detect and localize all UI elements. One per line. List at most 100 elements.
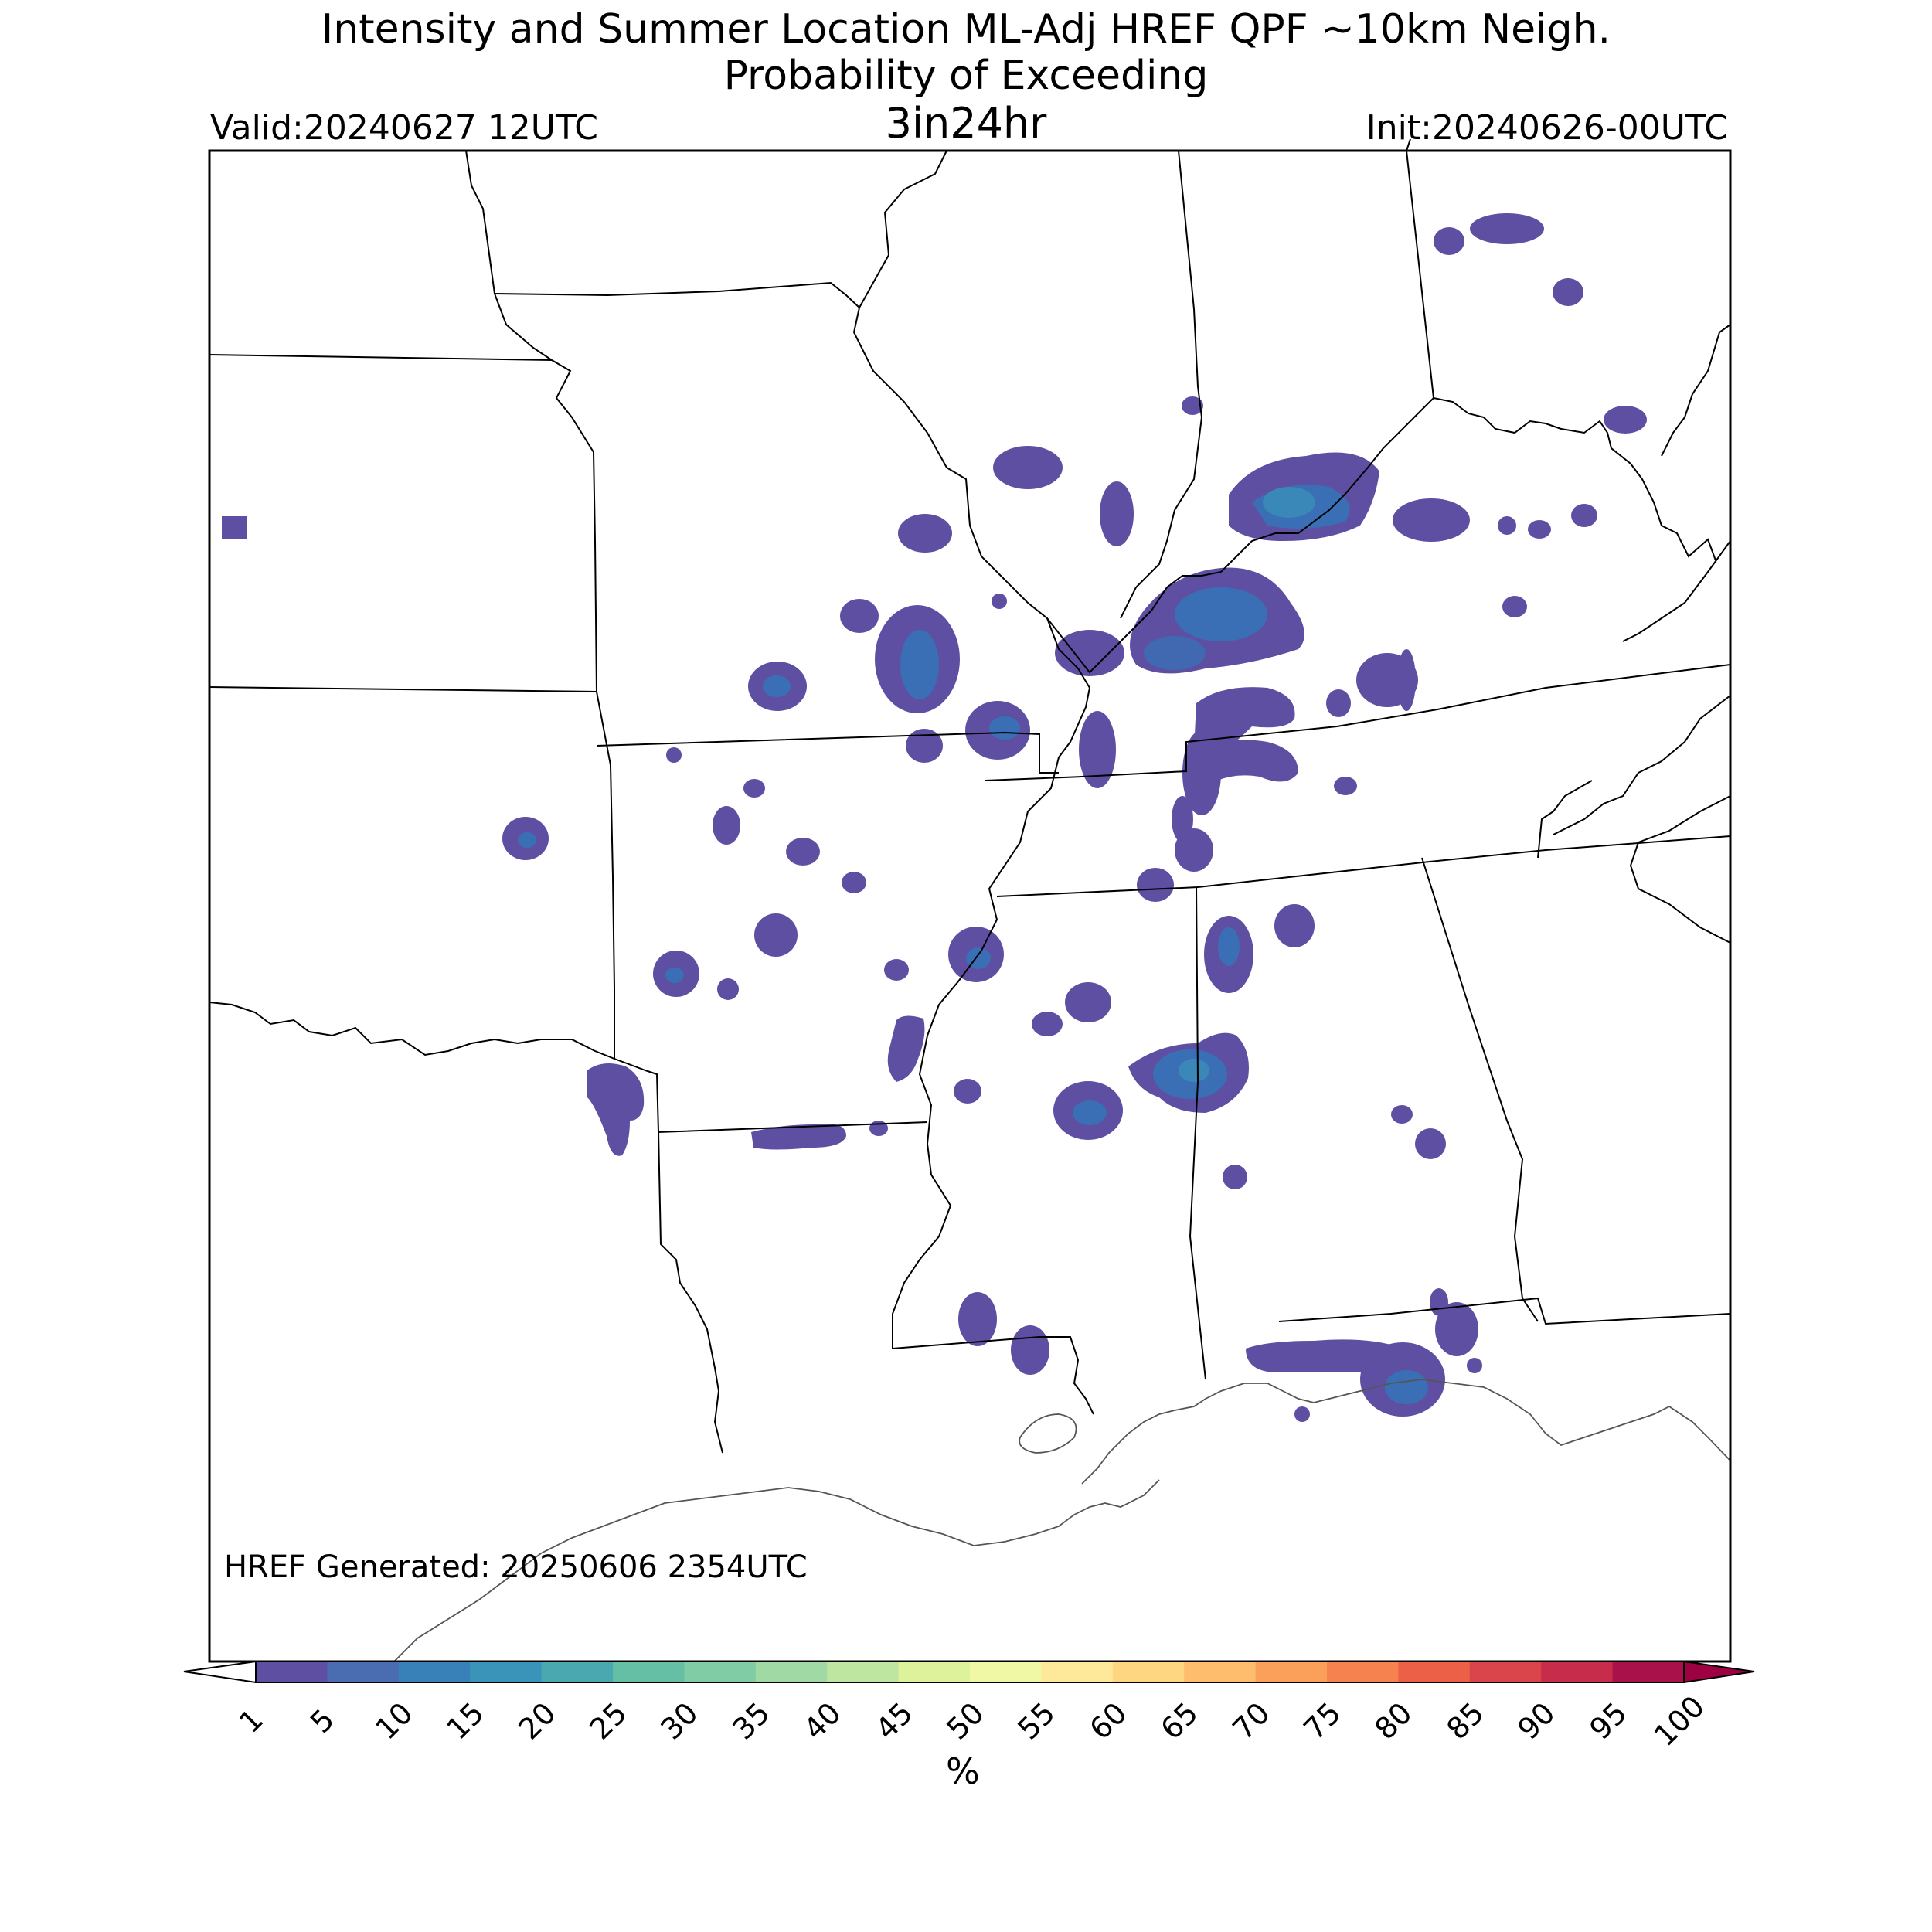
init-time: Init:20240626-00UTC bbox=[1366, 108, 1728, 148]
prob-area bbox=[954, 1079, 981, 1104]
state-border bbox=[1406, 138, 1411, 151]
generated-time: HREF Generated: 20250606 2354UTC bbox=[224, 1549, 808, 1585]
prob-area bbox=[887, 1015, 925, 1082]
state-border bbox=[1406, 150, 1434, 399]
colorbar-unit: % bbox=[946, 1750, 980, 1792]
state-border bbox=[852, 150, 1091, 1349]
prob-area bbox=[665, 968, 684, 983]
prob-area bbox=[666, 747, 682, 763]
colorbar-segment bbox=[256, 1662, 328, 1682]
prob-area bbox=[958, 1292, 997, 1346]
prob-area bbox=[1079, 711, 1116, 788]
chart-title: Intensity and Summer Location ML-Adj HRE… bbox=[321, 6, 1611, 53]
prob-area bbox=[1032, 1012, 1063, 1036]
state-border bbox=[596, 731, 1059, 774]
chart-subtitle: Probability of Exceeding bbox=[723, 53, 1209, 99]
prob-area bbox=[1175, 587, 1267, 641]
colorbar-segment bbox=[1541, 1662, 1614, 1682]
prob-area bbox=[1263, 487, 1315, 518]
state-border bbox=[1553, 695, 1731, 835]
coastline bbox=[393, 1379, 1731, 1662]
coast-line bbox=[393, 1479, 1160, 1662]
state-border bbox=[1120, 150, 1203, 619]
prob-area bbox=[1274, 904, 1315, 947]
prob-area bbox=[1144, 636, 1206, 670]
prob-area bbox=[1434, 227, 1464, 255]
state-border bbox=[1097, 397, 1434, 665]
state-border bbox=[892, 1336, 1094, 1415]
prob-area bbox=[1571, 504, 1597, 527]
prob-area bbox=[1393, 498, 1470, 542]
prob-area bbox=[1326, 689, 1351, 717]
prob-area bbox=[993, 446, 1063, 489]
colorbar-segment bbox=[1112, 1662, 1185, 1682]
prob-area bbox=[1498, 516, 1516, 535]
state-border bbox=[645, 1070, 928, 1134]
colorbar-segment bbox=[470, 1662, 543, 1682]
state-border bbox=[1433, 397, 1716, 561]
state-border bbox=[996, 835, 1731, 897]
prob-area bbox=[1397, 649, 1416, 711]
colorbar-segment bbox=[898, 1662, 971, 1682]
prob-area bbox=[1470, 213, 1544, 244]
prob-area bbox=[840, 599, 879, 633]
prob-area bbox=[1294, 1406, 1310, 1422]
state-border bbox=[465, 150, 553, 361]
state-border bbox=[209, 1002, 646, 1071]
prob-area bbox=[1467, 1358, 1482, 1373]
prob-area bbox=[1172, 796, 1193, 842]
state-border bbox=[1629, 795, 1731, 944]
prob-area bbox=[898, 514, 952, 553]
state-border bbox=[1421, 857, 1539, 1322]
prob-area bbox=[1055, 630, 1124, 676]
prob-area bbox=[884, 959, 909, 981]
prob-area bbox=[1528, 520, 1551, 539]
colorbar-segment bbox=[827, 1662, 900, 1682]
prob-area bbox=[1435, 1302, 1478, 1356]
prob-area bbox=[906, 729, 943, 763]
prob-area bbox=[1065, 982, 1111, 1022]
prob-area bbox=[1553, 278, 1583, 306]
probability-blobs bbox=[222, 213, 1647, 1422]
prob-area bbox=[751, 1124, 846, 1150]
coast-line bbox=[1081, 1379, 1731, 1485]
state-border bbox=[209, 686, 597, 692]
prob-area bbox=[713, 806, 740, 845]
prob-area bbox=[518, 832, 536, 848]
colorbar-segment bbox=[1469, 1662, 1542, 1682]
state-borders bbox=[209, 138, 1731, 1454]
state-border bbox=[1189, 886, 1206, 1380]
state-border bbox=[551, 359, 615, 1059]
state-border bbox=[494, 281, 860, 308]
valid-time: Valid:20240627 12UTC bbox=[210, 108, 599, 148]
colorbar-segment bbox=[1255, 1662, 1328, 1682]
colorbar-segment bbox=[755, 1662, 828, 1682]
state-border bbox=[209, 354, 553, 361]
prob-area bbox=[1223, 1165, 1247, 1189]
state-border bbox=[985, 664, 1731, 781]
state-border bbox=[1661, 324, 1731, 457]
prob-area bbox=[1011, 1325, 1049, 1375]
colorbar-segment bbox=[327, 1662, 400, 1682]
colorbar-frame bbox=[255, 1661, 1685, 1683]
prob-area bbox=[1137, 868, 1174, 902]
prob-area bbox=[717, 978, 739, 1000]
state-border bbox=[658, 1131, 723, 1454]
prob-area bbox=[842, 872, 866, 893]
prob-area bbox=[1194, 687, 1295, 759]
colorbar-over-arrow bbox=[1683, 1660, 1755, 1684]
prob-area bbox=[763, 675, 791, 697]
prob-area bbox=[1604, 406, 1647, 434]
prob-area bbox=[743, 779, 765, 798]
prob-area bbox=[1430, 1288, 1448, 1316]
state-border bbox=[1278, 1297, 1731, 1325]
state-border bbox=[1046, 617, 1098, 674]
colorbar-segment bbox=[970, 1662, 1042, 1682]
colorbar bbox=[183, 1660, 1755, 1684]
prob-area bbox=[1073, 1100, 1107, 1125]
prob-area bbox=[587, 1063, 645, 1156]
colorbar-segment bbox=[1041, 1662, 1114, 1682]
prob-area bbox=[1334, 777, 1357, 795]
colorbar-segment bbox=[398, 1662, 471, 1682]
